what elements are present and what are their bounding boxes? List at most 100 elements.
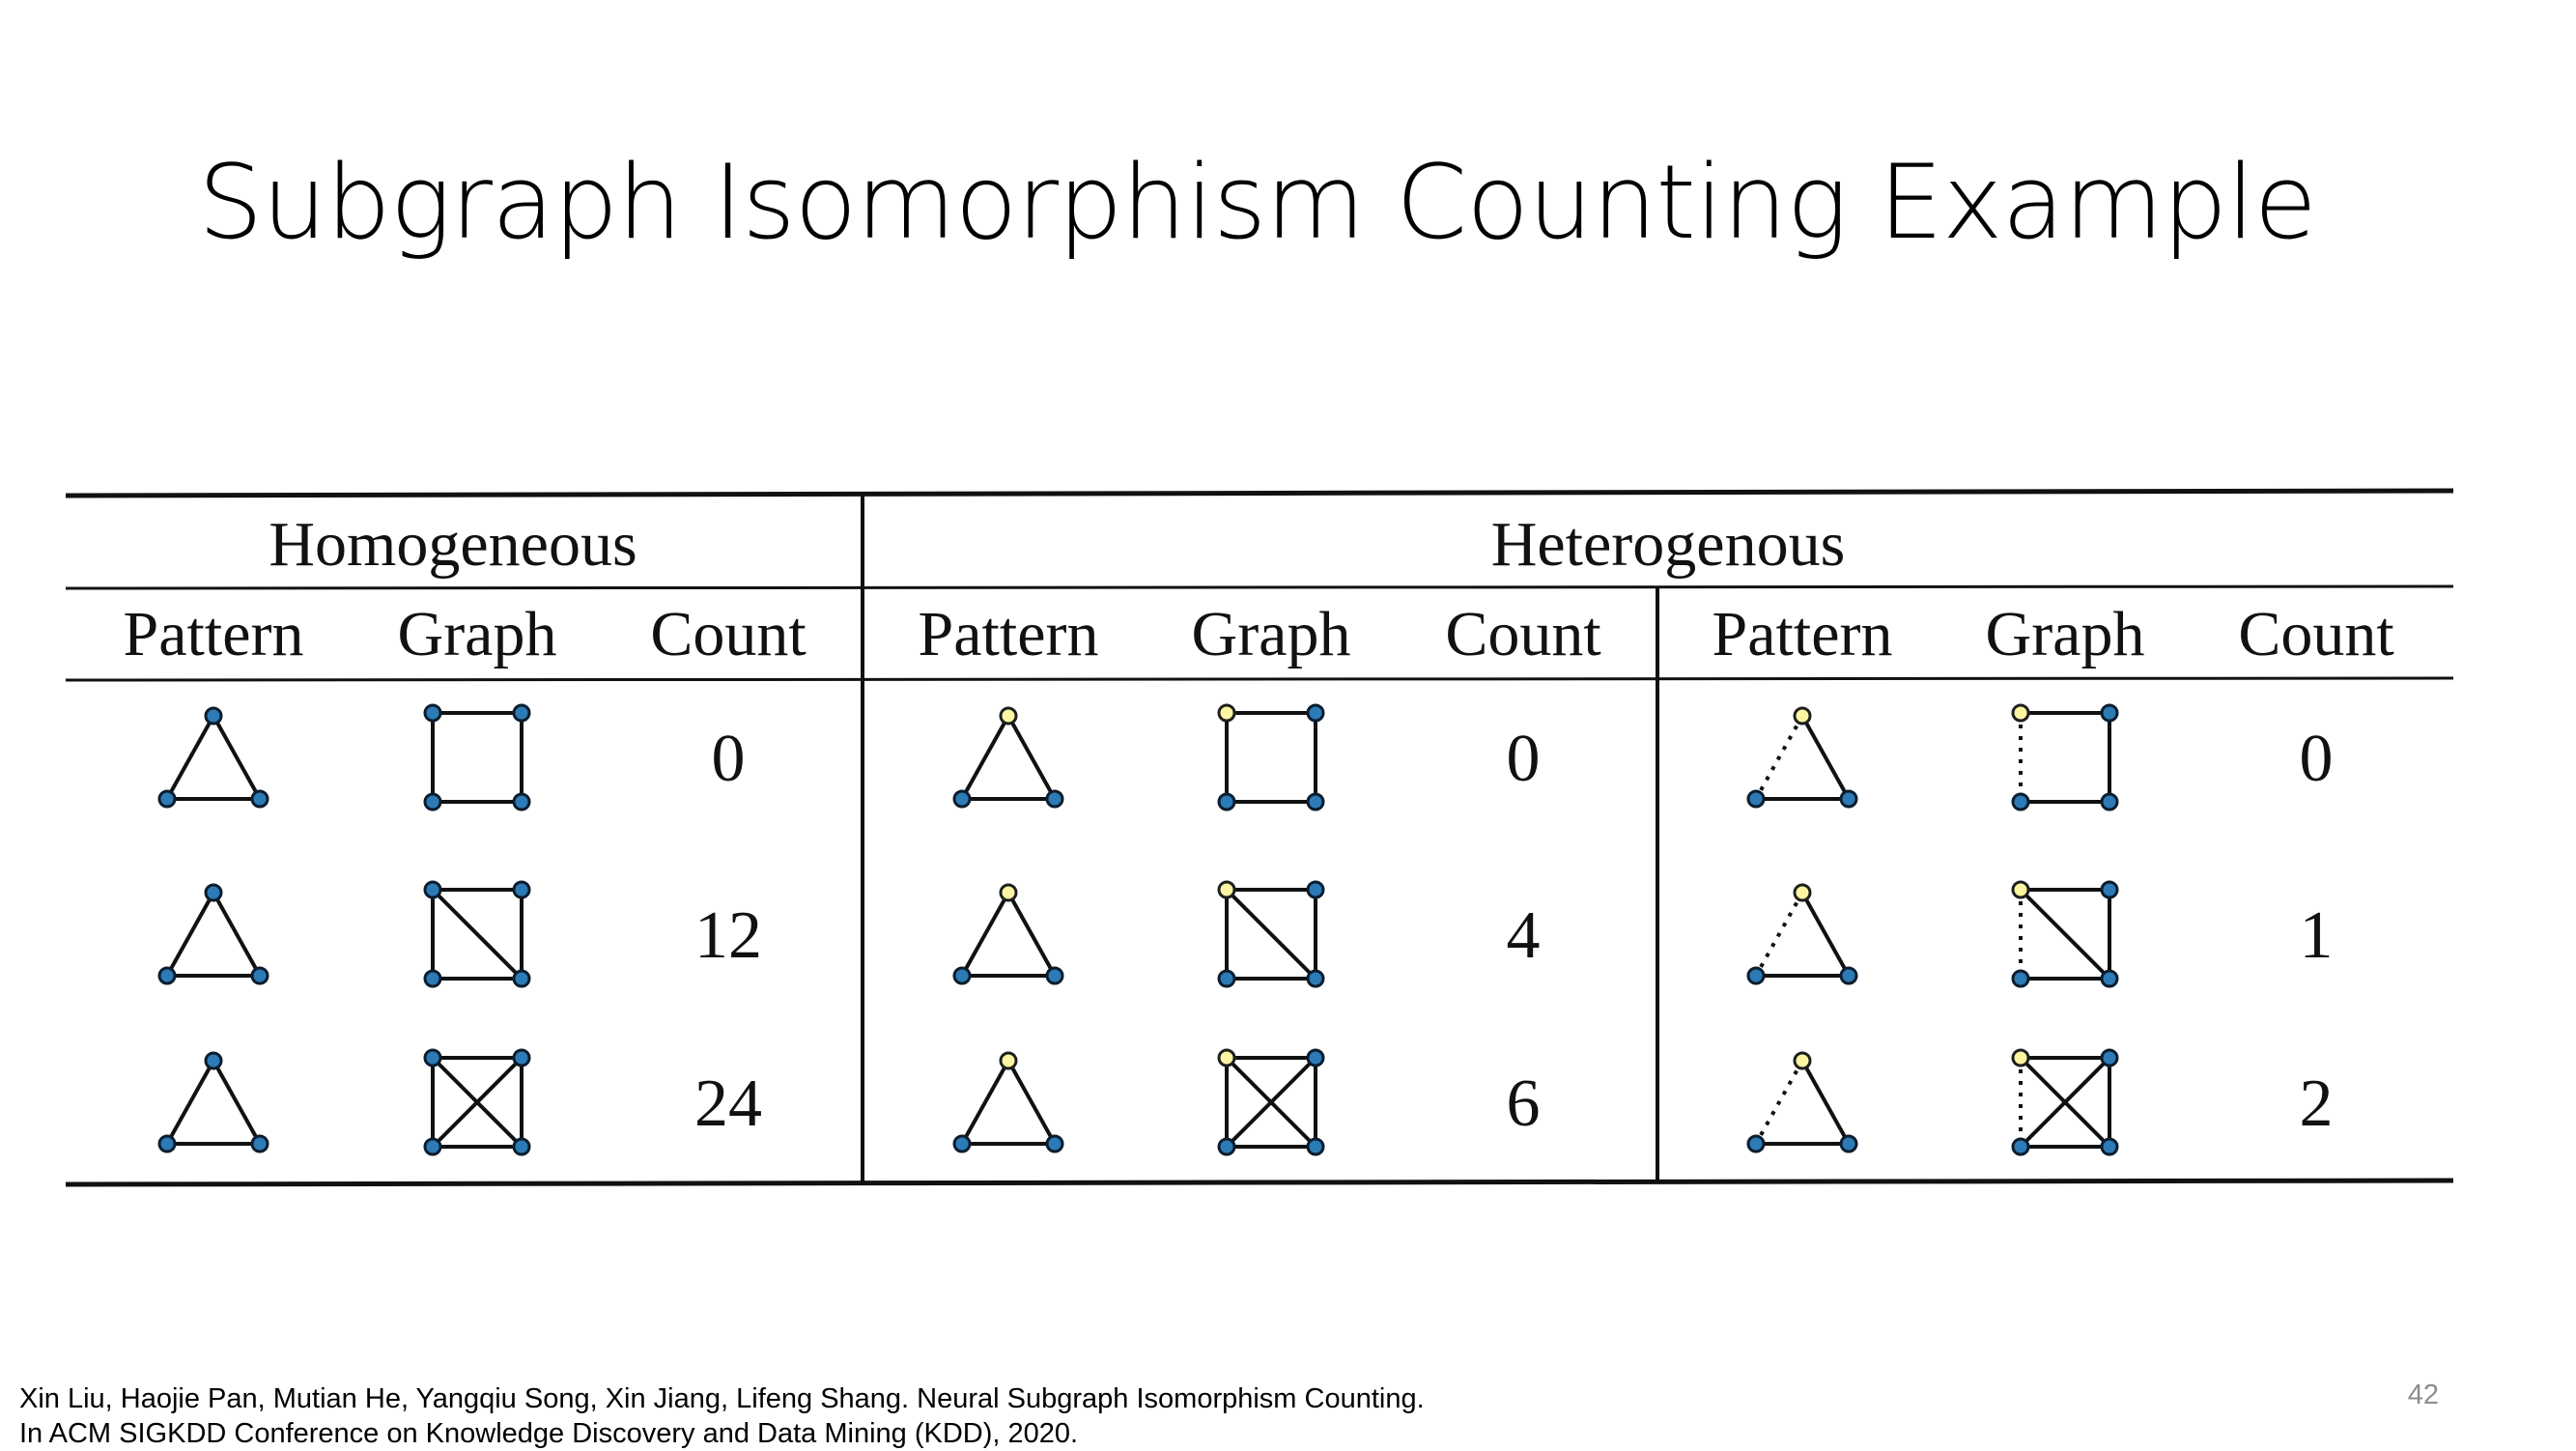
column-header-rule [65,676,2454,682]
column-header-graph: Graph [1192,599,1351,669]
dashed-edge [1754,1060,1804,1145]
node-blue [2100,1048,2119,1067]
node-blue [157,966,177,985]
node-blue [423,969,442,988]
pattern-triangle [952,706,1064,809]
node-blue [2100,969,2119,988]
node-blue [157,1134,177,1153]
node-blue [204,883,223,902]
count-value: 6 [1507,1067,1541,1141]
citation: Xin Liu, Haojie Pan, Mutian He, Yangqiu … [19,1381,1425,1451]
table-bottom-rule [65,1178,2454,1187]
citation-line-2: In ACM SIGKDD Conference on Knowledge Di… [19,1418,1079,1449]
node-blue [1306,1048,1325,1067]
node-blue [2100,703,2119,723]
node-yellow [999,706,1018,726]
slide-title: Subgraph Isomorphism Counting Example [198,143,2317,262]
node-blue [952,789,972,809]
graph-square [2011,703,2119,811]
node-blue [423,703,442,723]
graph-complete-4 [423,1048,531,1156]
node-blue [423,880,442,899]
node-blue [1045,1134,1064,1153]
column-headers: Pattern Graph Count Pattern Graph Count … [124,599,2394,669]
dashed-edge [1754,892,1804,977]
edge [212,892,262,977]
node-blue [250,789,269,809]
node-blue [250,1134,269,1153]
edge [960,715,1010,800]
node-yellow [2011,703,2030,723]
node-blue [1217,969,1236,988]
node-blue [1306,703,1325,723]
count-value: 24 [694,1067,762,1141]
count-value: 4 [1507,898,1541,973]
column-header-pattern: Pattern [1713,599,1893,669]
graph-complete-4 [1217,1048,1325,1156]
node-blue [1839,789,1858,809]
pattern-triangle [1746,1051,1858,1153]
node-blue [204,1051,223,1070]
node-yellow [1793,706,1812,726]
edge [165,892,215,977]
node-blue [952,966,972,985]
edge [960,892,1010,977]
page-number: 42 [2407,1380,2439,1410]
pattern-triangle [952,1051,1064,1153]
graph-square [423,703,531,811]
edge [212,1060,262,1145]
edge [2019,1056,2111,1149]
node-yellow [1793,883,1812,902]
count-value: 0 [2300,722,2334,796]
count-value: 1 [2300,898,2334,973]
column-header-pattern: Pattern [919,599,1099,669]
node-blue [423,1048,442,1067]
node-blue [1746,789,1766,809]
column-header-count: Count [1445,599,1600,669]
column-header-count: Count [2238,599,2393,669]
dashed-edge [1754,715,1804,800]
node-blue [512,880,531,899]
graph-complete-4 [2011,1048,2119,1156]
node-blue [1839,1134,1858,1153]
node-yellow [999,883,1018,902]
edge [431,888,524,981]
node-blue [1306,1137,1325,1156]
count-value: 12 [694,898,762,973]
pattern-triangle [1746,706,1858,809]
node-blue [512,1048,531,1067]
citation-line-1: Xin Liu, Haojie Pan, Mutian He, Yangqiu … [19,1383,1425,1414]
edge [2019,888,2111,981]
edge [165,1060,215,1145]
node-blue [2100,880,2119,899]
group-header-rule [65,584,2454,590]
count-value: 0 [1507,722,1541,796]
node-blue [2100,1137,2119,1156]
column-header-pattern: Pattern [124,599,304,669]
graph-square [1217,703,1325,811]
edge [1006,715,1057,800]
edge [1800,892,1851,977]
edge [1800,715,1851,800]
node-blue [204,706,223,726]
node-blue [1746,1134,1766,1153]
node-yellow [999,1051,1018,1070]
pattern-triangle [157,883,269,985]
node-blue [423,1137,442,1156]
node-yellow [2011,1048,2030,1067]
pattern-triangle [952,883,1064,985]
edge [1006,1060,1057,1145]
edge [165,715,215,800]
node-yellow [1217,1048,1236,1067]
node-blue [512,792,531,811]
edge [960,1060,1010,1145]
count-value: 2 [2300,1067,2334,1141]
node-blue [1217,792,1236,811]
node-blue [1306,792,1325,811]
node-blue [512,969,531,988]
node-yellow [1793,1051,1812,1070]
column-header-graph: Graph [398,599,557,669]
node-blue [1839,966,1858,985]
node-blue [423,792,442,811]
